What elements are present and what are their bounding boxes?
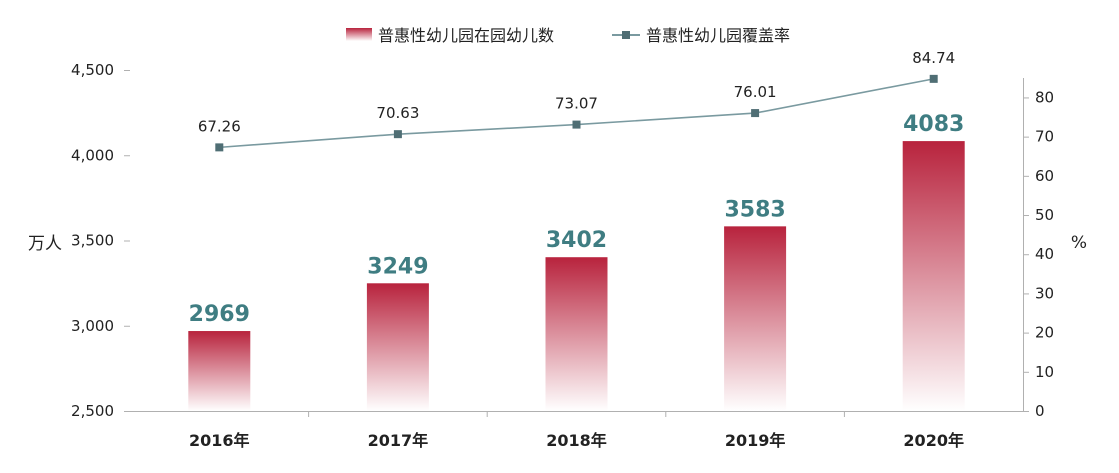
bar: [545, 257, 608, 411]
bar: [188, 331, 251, 411]
line-point-marker: [929, 74, 938, 83]
bars: [188, 141, 965, 411]
line-series: [215, 74, 938, 152]
coverage-line: [219, 78, 934, 149]
line-point-marker: [751, 109, 760, 118]
legend-bar-swatch: [346, 28, 372, 41]
legend-line-marker: [622, 31, 630, 39]
x-tick-label: 2020年: [903, 431, 964, 450]
left-tick-label: 3,000: [71, 317, 114, 335]
left-tick-label: 4,000: [71, 146, 114, 164]
bar-value-label: 2969: [189, 302, 250, 327]
line-value-label: 70.63: [376, 104, 419, 122]
right-tick-label: 10: [1035, 363, 1054, 381]
legend: 普惠性幼儿园在园幼儿数 普惠性幼儿园覆盖率: [346, 26, 790, 45]
left-tick-label: 3,500: [71, 232, 114, 250]
bar-value-label: 3249: [367, 254, 428, 279]
right-tick-label: 0: [1035, 402, 1045, 420]
bar: [366, 283, 429, 411]
axes: 2,500 3,000 3,500 4,000 4,500 0 10 20 30 40 50 60 70…: [71, 61, 1054, 450]
right-tick-label: 80: [1035, 88, 1054, 106]
left-axis-title: 万人: [28, 234, 62, 254]
legend-bar-label: 普惠性幼儿园在园幼儿数: [378, 26, 554, 45]
x-tick-label: 2017年: [368, 431, 429, 450]
line-point-marker: [393, 130, 402, 139]
x-tick-label: 2016年: [189, 431, 250, 450]
left-tick-label: 2,500: [71, 402, 114, 420]
line-value-label: 84.74: [912, 49, 955, 67]
bar-value-label: 4083: [903, 112, 964, 137]
bar: [724, 226, 787, 411]
right-tick-label: 60: [1035, 167, 1054, 185]
bar-value-label: 3583: [724, 197, 785, 222]
line-value-label: 67.26: [198, 117, 241, 135]
right-tick-label: 20: [1035, 324, 1054, 342]
right-axis-title: %: [1071, 233, 1087, 253]
line-point-marker: [572, 120, 581, 129]
line-value-label: 73.07: [555, 95, 598, 113]
data-labels: 2969 3249 3402 3583 4083 67.26 70.63 73.07 76.01…: [189, 49, 965, 327]
line-point-marker: [215, 143, 224, 152]
right-tick-label: 40: [1035, 245, 1054, 263]
right-tick-label: 50: [1035, 206, 1054, 224]
left-tick-label: 4,500: [71, 61, 114, 79]
right-tick-label: 30: [1035, 284, 1054, 302]
bar-value-label: 3402: [546, 228, 607, 253]
x-tick-label: 2019年: [725, 431, 786, 450]
right-tick-label: 70: [1035, 128, 1054, 146]
legend-line-label: 普惠性幼儿园覆盖率: [646, 26, 790, 45]
line-value-label: 76.01: [734, 83, 777, 101]
x-tick-label: 2018年: [546, 431, 607, 450]
bar: [902, 141, 965, 411]
